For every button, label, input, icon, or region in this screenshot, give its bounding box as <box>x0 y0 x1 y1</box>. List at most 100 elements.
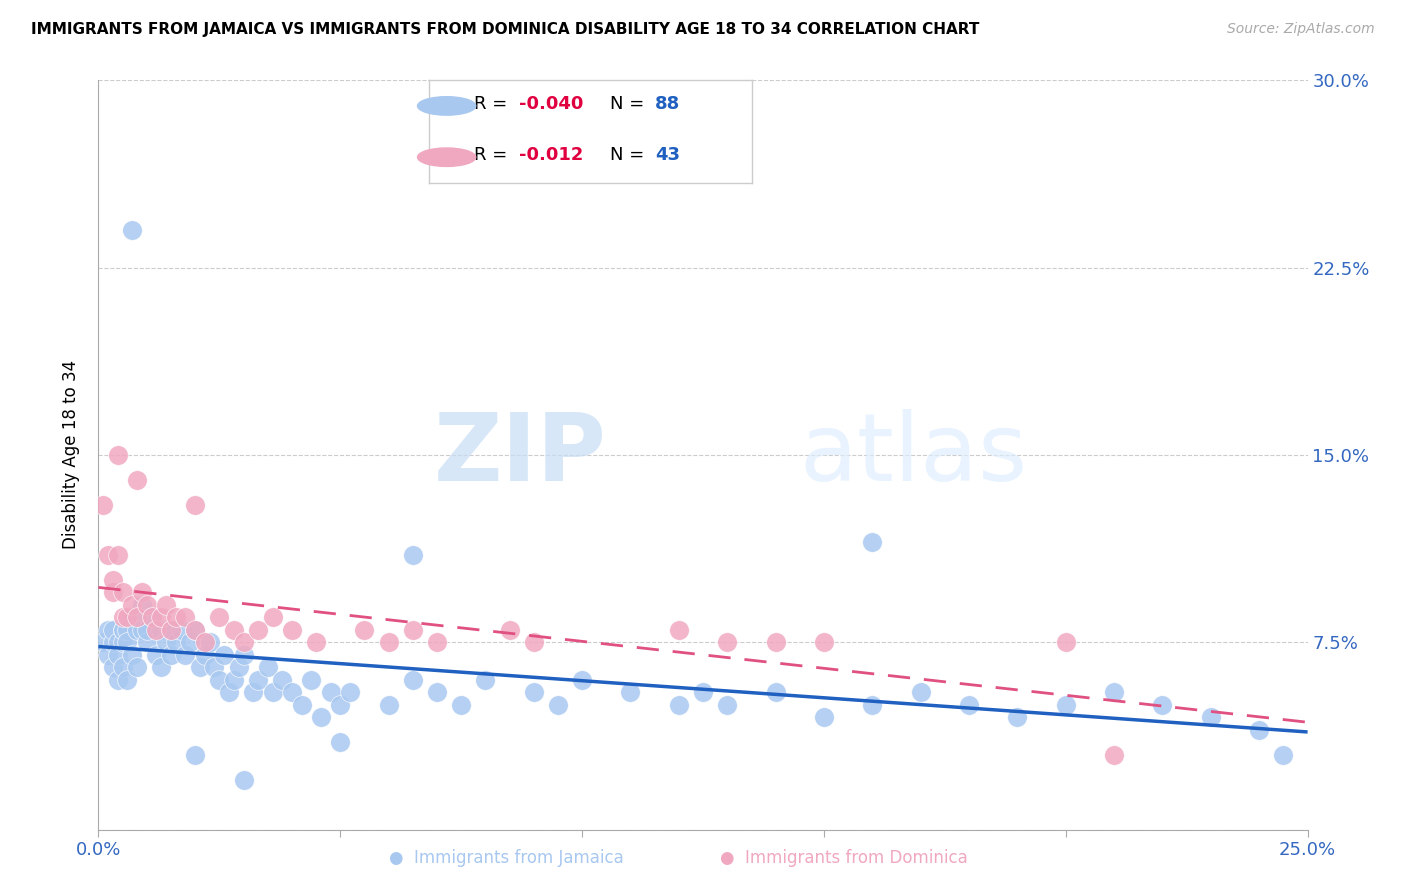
Point <box>271 673 294 687</box>
Point <box>117 673 139 687</box>
Point <box>242 685 264 699</box>
Point <box>1054 698 1077 712</box>
Point <box>184 498 207 512</box>
Point <box>232 772 254 787</box>
Point <box>107 548 129 562</box>
Point <box>101 635 124 649</box>
Point <box>1152 698 1174 712</box>
Point <box>131 623 153 637</box>
Point <box>127 660 149 674</box>
Point <box>91 635 114 649</box>
Point <box>101 585 124 599</box>
Point <box>309 710 332 724</box>
Point <box>160 623 183 637</box>
Point <box>910 685 932 699</box>
Point <box>194 648 217 662</box>
Point <box>262 610 284 624</box>
Point <box>339 685 361 699</box>
Point <box>402 673 425 687</box>
Point <box>179 635 201 649</box>
Point <box>474 673 496 687</box>
Point <box>619 685 641 699</box>
Text: IMMIGRANTS FROM JAMAICA VS IMMIGRANTS FROM DOMINICA DISABILITY AGE 18 TO 34 CORR: IMMIGRANTS FROM JAMAICA VS IMMIGRANTS FR… <box>31 22 980 37</box>
Point <box>155 598 177 612</box>
Point <box>692 685 714 699</box>
Point <box>377 698 399 712</box>
Point <box>218 685 240 699</box>
Point <box>101 660 124 674</box>
Point <box>208 610 231 624</box>
Point <box>131 598 153 612</box>
Text: N =: N = <box>610 95 650 113</box>
Point <box>860 698 883 712</box>
Point <box>165 610 187 624</box>
Point <box>97 548 120 562</box>
Text: 88: 88 <box>655 95 681 113</box>
Point <box>222 623 245 637</box>
Point <box>111 623 134 637</box>
Point <box>1199 710 1222 724</box>
Point <box>127 473 149 487</box>
Point <box>131 585 153 599</box>
Point <box>1102 685 1125 699</box>
Point <box>204 660 226 674</box>
Point <box>281 623 304 637</box>
Point <box>523 635 546 649</box>
Point <box>169 623 191 637</box>
Point <box>547 698 569 712</box>
Text: ●  Immigrants from Dominica: ● Immigrants from Dominica <box>720 849 967 867</box>
Circle shape <box>418 148 475 167</box>
Point <box>111 623 134 637</box>
Point <box>402 623 425 637</box>
Point <box>101 573 124 587</box>
Point <box>91 498 114 512</box>
Point <box>194 635 217 649</box>
Point <box>121 610 143 624</box>
Point <box>188 660 211 674</box>
Text: ZIP: ZIP <box>433 409 606 501</box>
Point <box>117 635 139 649</box>
Point <box>329 735 352 749</box>
Point <box>111 660 134 674</box>
Point <box>299 673 322 687</box>
Point <box>256 660 278 674</box>
Point <box>319 685 342 699</box>
Point <box>1272 747 1295 762</box>
Point <box>141 610 163 624</box>
Point <box>222 673 245 687</box>
Text: atlas: atlas <box>800 409 1028 501</box>
Point <box>121 648 143 662</box>
Point <box>135 598 157 612</box>
Point <box>247 673 270 687</box>
Point <box>174 648 197 662</box>
Point <box>135 635 157 649</box>
Point <box>1102 747 1125 762</box>
Point <box>1054 635 1077 649</box>
Point <box>145 648 167 662</box>
Point <box>127 610 149 624</box>
Point <box>498 623 520 637</box>
Point <box>174 610 197 624</box>
Text: -0.040: -0.040 <box>519 95 583 113</box>
Point <box>150 623 173 637</box>
Point <box>135 623 157 637</box>
Text: R =: R = <box>474 146 519 164</box>
Y-axis label: Disability Age 18 to 34: Disability Age 18 to 34 <box>62 360 80 549</box>
Point <box>1249 723 1271 737</box>
Point <box>426 635 449 649</box>
Point <box>111 635 134 649</box>
Point <box>765 685 787 699</box>
Circle shape <box>418 96 475 115</box>
Point <box>262 685 284 699</box>
Point <box>668 698 690 712</box>
Point <box>377 635 399 649</box>
Point <box>247 623 270 637</box>
Point <box>107 648 129 662</box>
Point <box>165 635 187 649</box>
Point <box>117 623 139 637</box>
Point <box>121 598 143 612</box>
Point <box>141 610 163 624</box>
Point <box>184 623 207 637</box>
Point <box>184 623 207 637</box>
Text: Source: ZipAtlas.com: Source: ZipAtlas.com <box>1227 22 1375 37</box>
